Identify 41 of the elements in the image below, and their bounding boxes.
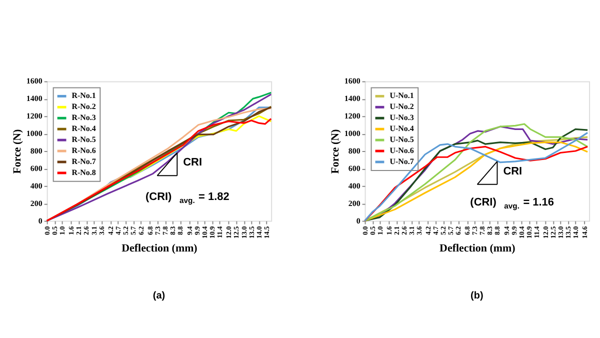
y-tick-label: 1000 (26, 129, 42, 138)
legend-label: U-No.4 (390, 124, 414, 134)
legend-label: U-No.7 (390, 156, 414, 166)
annotation: CRI (183, 156, 202, 169)
y-tick-label: 1600 (26, 76, 42, 86)
legend-label: U-No.5 (390, 135, 414, 144)
y-tick-label: 400 (30, 181, 42, 190)
y-tick-label: 1200 (344, 112, 360, 121)
y-tick-label: 1200 (26, 112, 42, 121)
y-tick-label: 800 (348, 146, 360, 156)
y-axis-title: Force (N) (11, 128, 24, 174)
legend-label: U-No.2 (390, 102, 414, 112)
y-tick-label: 200 (348, 198, 360, 208)
legend-label: R-No.1 (72, 91, 96, 100)
y-tick-label: 1400 (26, 94, 42, 104)
y-tick-label: 1000 (344, 129, 360, 138)
y-tick-label: 800 (30, 146, 42, 156)
legend-label: R-No.5 (72, 135, 96, 144)
text: (a) (152, 290, 166, 302)
text: (b) (470, 290, 484, 302)
annotation: CRI (503, 165, 522, 178)
legend-label: U-No.3 (390, 113, 414, 122)
x-axis-title: Deflection (mm) (122, 242, 198, 254)
y-tick-label: 200 (30, 198, 42, 208)
y-tick-label: 1400 (344, 94, 360, 104)
legend-label: U-No.1 (390, 91, 414, 100)
legend-label: R-No.2 (72, 102, 96, 112)
legend-label: R-No.6 (72, 146, 96, 155)
legend-label: R-No.3 (72, 113, 96, 122)
y-tick-label: 600 (348, 164, 360, 173)
y-tick-label: 1600 (344, 76, 360, 86)
legend-label: R-No.8 (72, 168, 96, 177)
y-tick-label: 0 (356, 216, 360, 226)
x-axis-title: Deflection (mm) (440, 242, 516, 254)
y-tick-label: 0 (38, 216, 42, 226)
legend-label: R-No.4 (72, 124, 96, 134)
legend-label: R-No.7 (72, 156, 96, 166)
y-tick-label: 600 (30, 164, 42, 173)
legend-label: U-No.6 (390, 146, 414, 155)
y-tick-label: 400 (348, 181, 360, 190)
y-axis-title: Force (N) (329, 128, 342, 174)
